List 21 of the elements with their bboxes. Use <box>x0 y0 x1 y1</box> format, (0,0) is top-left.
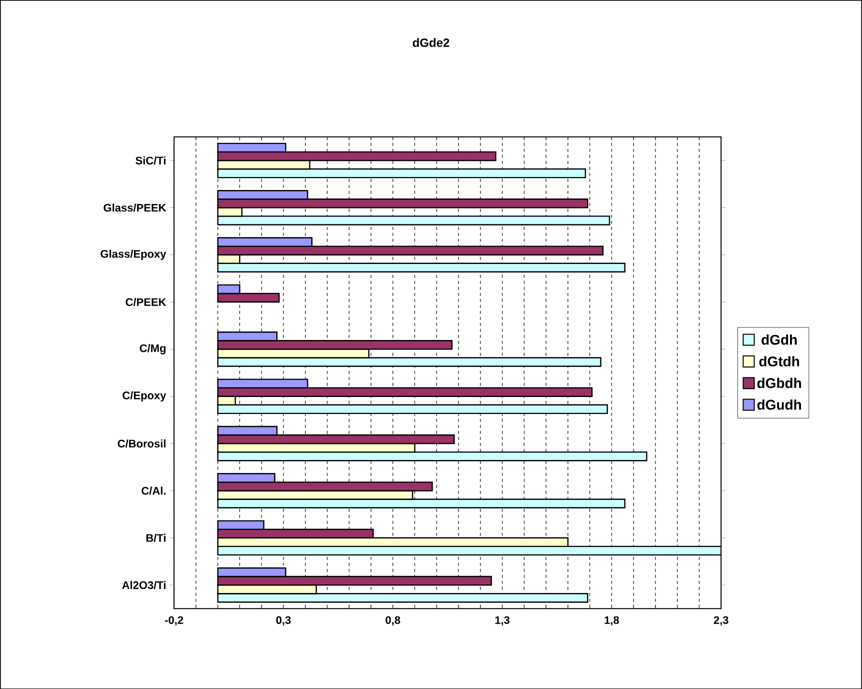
legend-label: dGudh <box>757 399 801 410</box>
legend-label: dGdh <box>762 334 797 345</box>
legend-label: dGtdh <box>759 356 800 366</box>
y-tick-label: Glass/Epoxy <box>100 250 166 260</box>
y-tick-label: C/Mg <box>140 344 166 354</box>
x-tick-label: 0,8 <box>386 616 400 626</box>
y-tick-label: C/Borosil <box>118 439 166 448</box>
legend-label: dGbdh <box>757 378 801 388</box>
x-tick-label: 1,3 <box>495 616 510 626</box>
x-tick-label: 2,3 <box>714 616 728 626</box>
x-tick-label: -0,2 <box>165 616 184 626</box>
y-tick-label: C/Al. <box>142 486 166 495</box>
y-tick-label: Al2O3/Ti <box>122 580 166 589</box>
y-tick-label: C/PEEK <box>126 298 166 306</box>
chart-title: dGde2 <box>412 38 450 47</box>
y-tick-label: Glass/PEEK <box>104 203 166 212</box>
y-tick-label: SiC/Ti <box>136 156 166 164</box>
y-tick-label: C/Epoxy <box>122 391 166 402</box>
x-tick-label: 0,3 <box>276 616 291 626</box>
x-tick-label: 1,8 <box>604 616 619 626</box>
y-tick-label: B/Ti <box>146 534 166 542</box>
